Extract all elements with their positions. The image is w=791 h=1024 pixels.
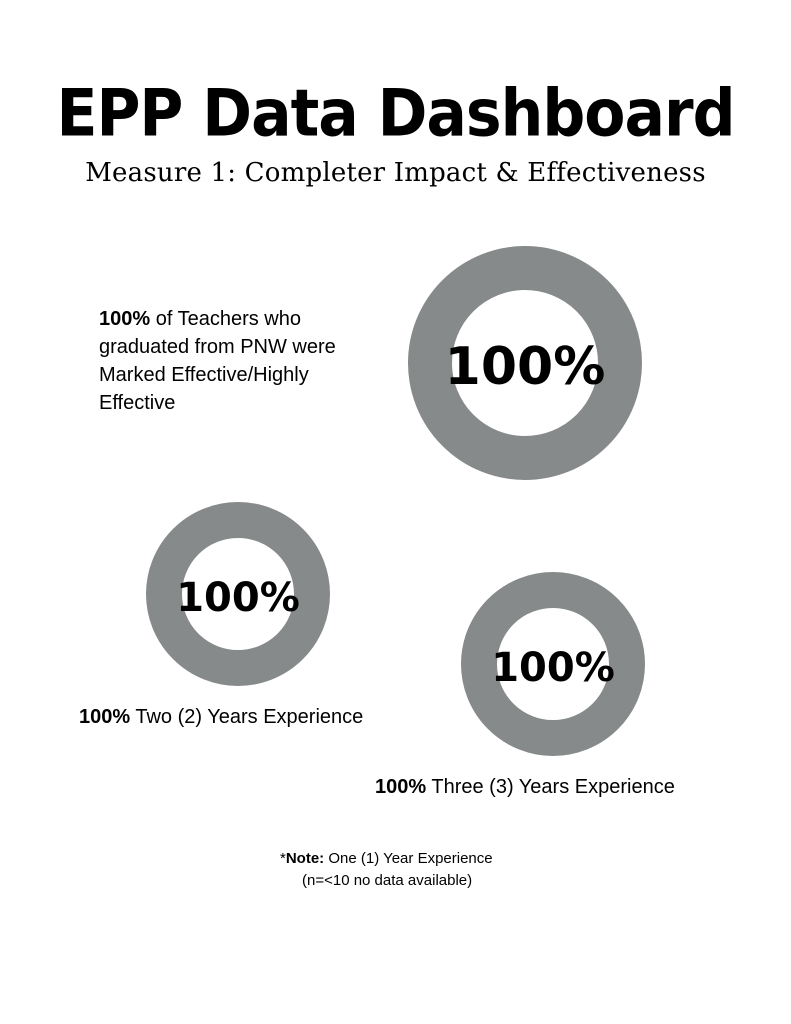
caption-overall: 100% of Teachers who graduated from PNW … [99, 305, 389, 417]
donut-value-label-overall: 100% [445, 337, 606, 397]
footnote-asterisk: * [280, 850, 286, 867]
donut-ring-two-years [146, 502, 330, 686]
caption-three-years: 100% Three (3) Years Experience [375, 773, 715, 801]
donut-ring-overall [408, 246, 642, 480]
footnote: *Note: One (1) Year Experience (n=<10 no… [280, 848, 540, 892]
caption-two-years-value: 100% [79, 706, 131, 728]
page-subtitle: Measure 1: Completer Impact & Effectiven… [85, 158, 706, 188]
page-title: EPP Data Dashboard [56, 76, 735, 152]
donut-ring-three-years [461, 572, 645, 756]
caption-overall-text: of Teachers who graduated from PNW were … [99, 308, 336, 414]
donut-chart-two-years: 100% [146, 502, 330, 686]
donut-chart-overall: 100% [408, 246, 642, 480]
donut-value-label-three-years: 100% [491, 645, 615, 691]
caption-two-years: 100% Two (2) Years Experience [79, 703, 419, 731]
caption-two-years-text: Two (2) Years Experience [130, 706, 364, 728]
caption-three-years-text: Three (3) Years Experience [426, 776, 675, 798]
footnote-label: Note: [285, 850, 325, 867]
donut-value-label-two-years: 100% [176, 575, 300, 621]
caption-overall-value: 100% [99, 308, 151, 330]
donut-chart-three-years: 100% [461, 572, 645, 756]
footnote-line2: (n=<10 no data available) [302, 872, 473, 889]
footnote-line1: One (1) Year Experience [324, 850, 493, 867]
caption-three-years-value: 100% [375, 776, 427, 798]
